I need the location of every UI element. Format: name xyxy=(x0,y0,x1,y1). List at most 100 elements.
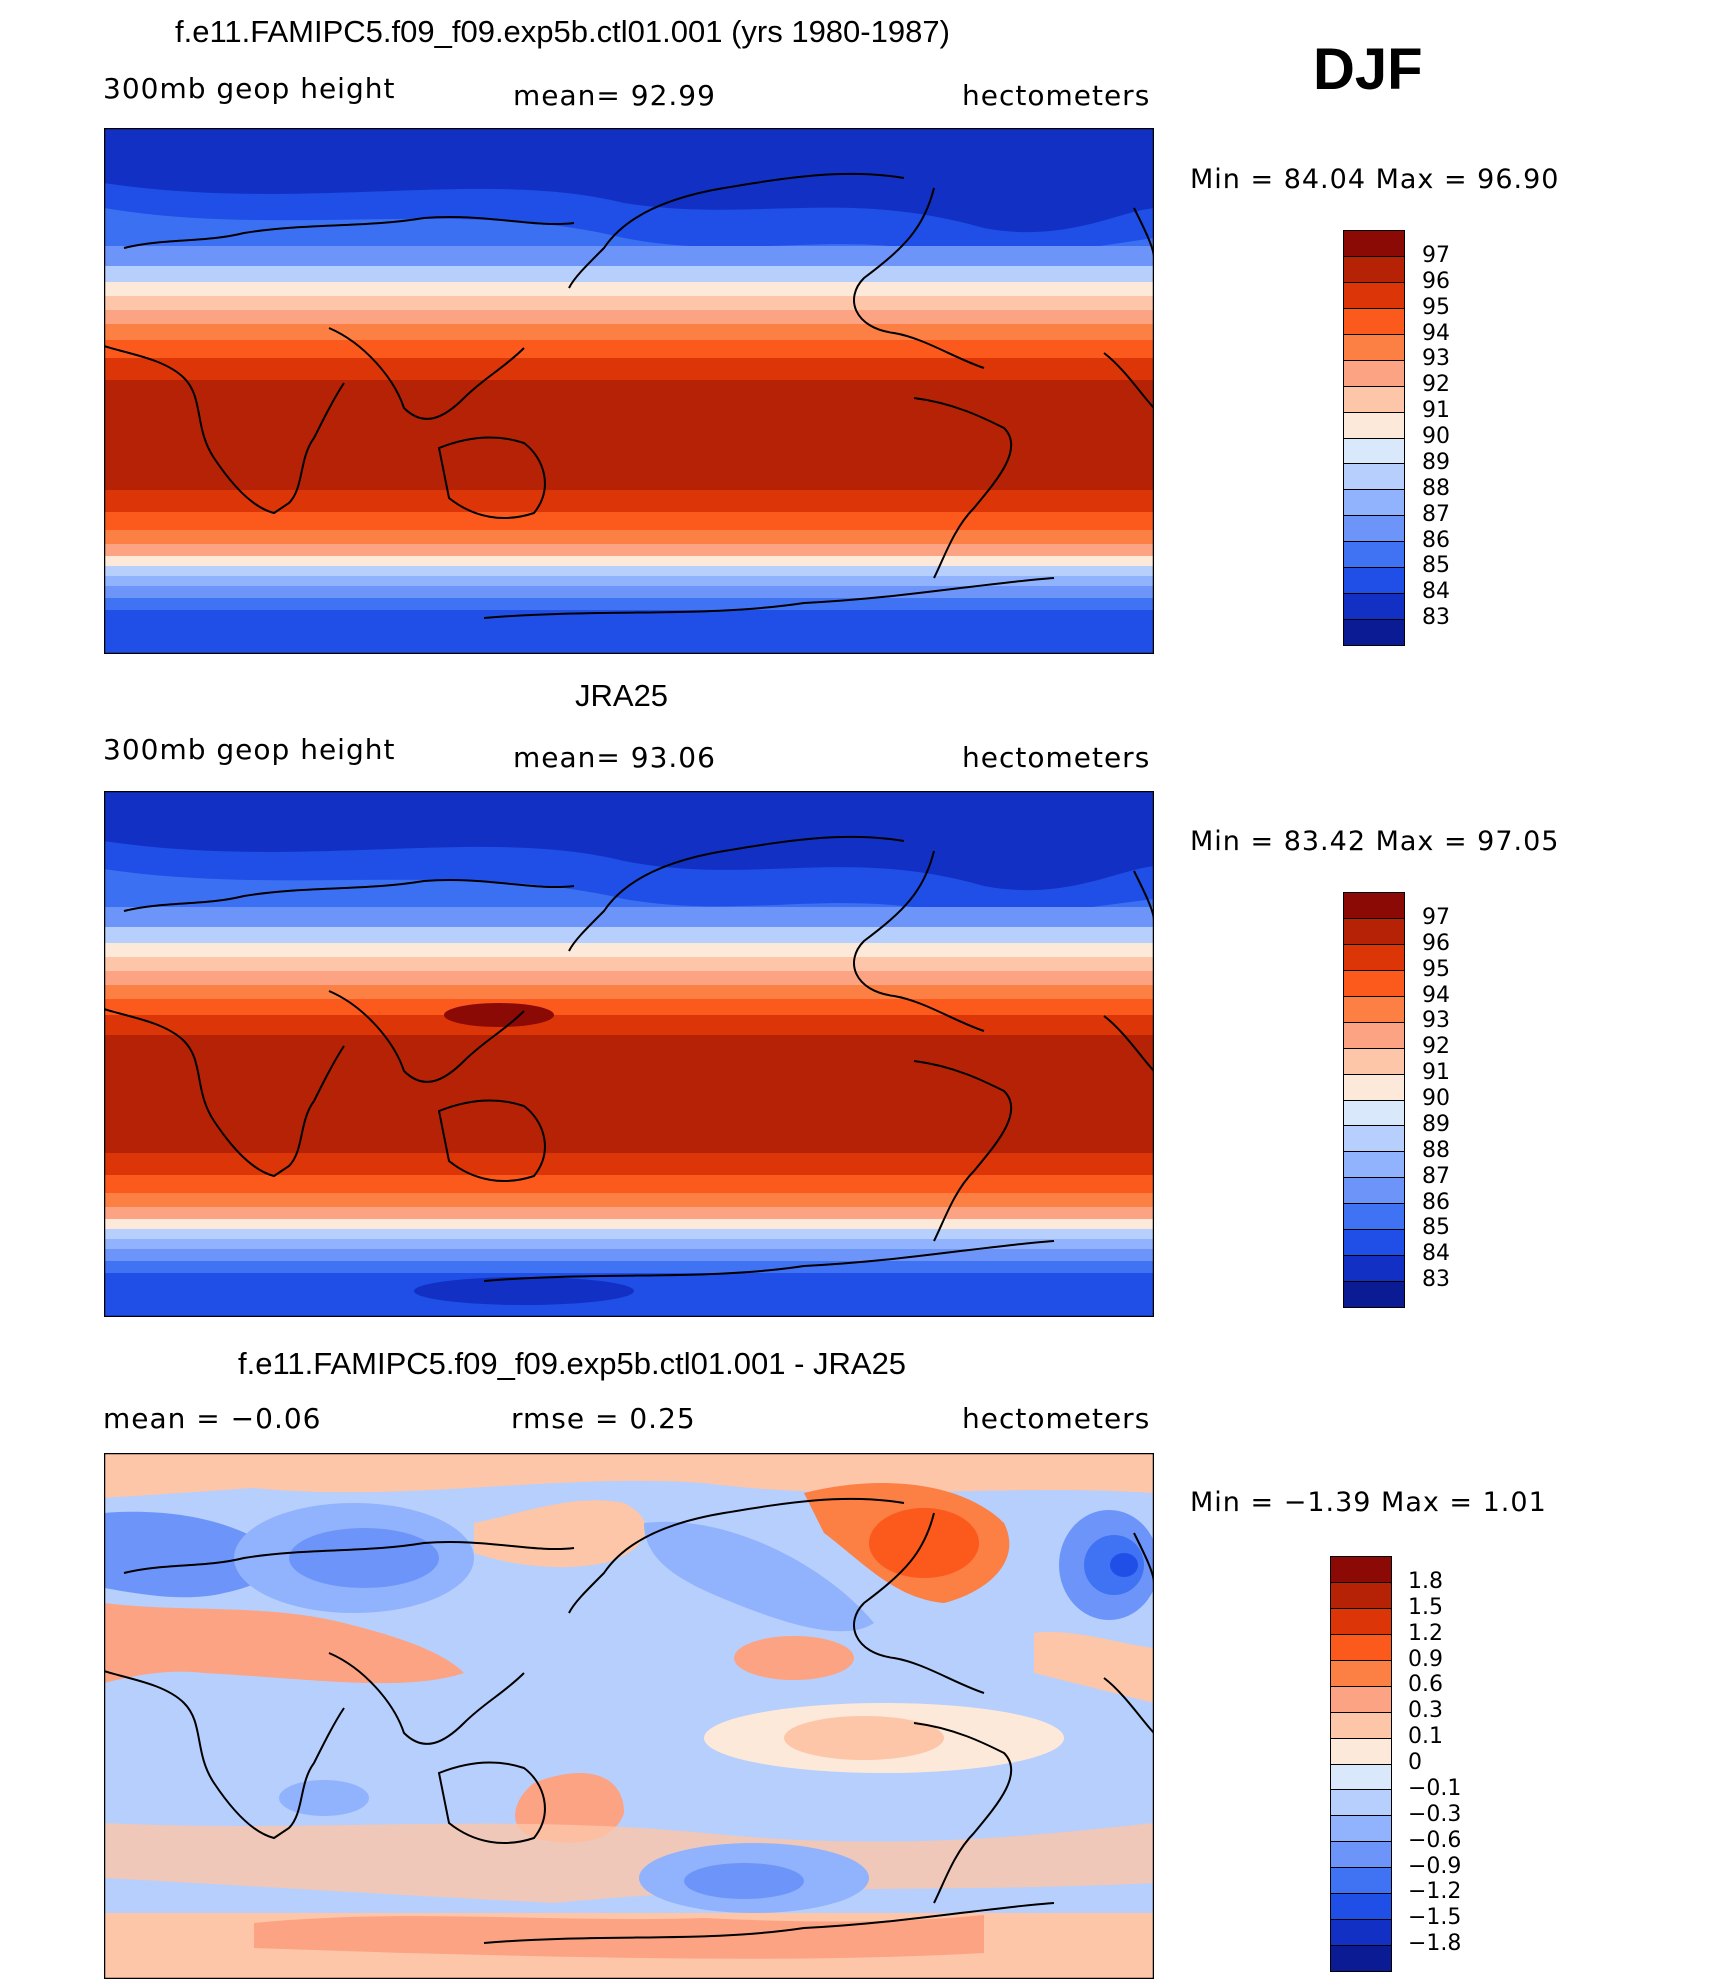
colorbar-label: 90 xyxy=(1422,424,1450,449)
colorbar-segment xyxy=(1344,490,1404,517)
colorbar-label: 92 xyxy=(1422,1034,1450,1060)
colorbar-label: 84 xyxy=(1422,1241,1450,1267)
colorbar-label: 88 xyxy=(1422,1137,1450,1163)
colorbar-label: 87 xyxy=(1422,501,1450,527)
panel1-units-label: hectometers xyxy=(962,79,1151,112)
colorbar-segment xyxy=(1331,1816,1391,1843)
colorbar-segment xyxy=(1344,1048,1404,1075)
colorbar-segment xyxy=(1344,970,1404,997)
colorbar-label: 85 xyxy=(1422,1215,1450,1241)
season-label: DJF xyxy=(1313,37,1423,102)
colorbar-segment xyxy=(1344,282,1404,309)
colorbar-segment xyxy=(1344,231,1404,257)
panel2-mean-label: mean= 93.06 xyxy=(513,741,716,774)
colorbar-label: 97 xyxy=(1422,904,1450,930)
panel2-title: JRA25 xyxy=(575,678,669,713)
panel2-colorbar xyxy=(1343,892,1405,1308)
panel3-title: f.e11.FAMIPC5.f09_f09.exp5b.ctl01.001 - … xyxy=(238,1346,907,1381)
panel3-units-label: hectometers xyxy=(962,1402,1151,1435)
colorbar-label: 0.3 xyxy=(1408,1698,1443,1724)
colorbar-segment xyxy=(1344,1022,1404,1049)
colorbar-segment xyxy=(1344,412,1404,439)
colorbar-label: 0.6 xyxy=(1408,1672,1443,1698)
colorbar-label: 89 xyxy=(1422,1111,1450,1137)
colorbar-segment xyxy=(1344,1126,1404,1153)
colorbar-segment xyxy=(1344,1074,1404,1101)
colorbar-label: −0.9 xyxy=(1408,1853,1462,1879)
colorbar-label: 91 xyxy=(1422,398,1450,424)
colorbar-label: 83 xyxy=(1422,1267,1450,1293)
colorbar-label: 1.8 xyxy=(1408,1568,1443,1594)
colorbar-label: 91 xyxy=(1422,1060,1450,1086)
colorbar-segment xyxy=(1344,944,1404,971)
colorbar-label: −1.2 xyxy=(1408,1879,1462,1905)
colorbar-segment xyxy=(1331,1712,1391,1739)
colorbar-label: 96 xyxy=(1422,268,1450,294)
colorbar-segment xyxy=(1344,620,1404,645)
colorbar-segment xyxy=(1331,1582,1391,1609)
colorbar-label: −1.8 xyxy=(1408,1931,1462,1957)
colorbar-segment xyxy=(1344,1256,1404,1283)
colorbar-segment xyxy=(1344,542,1404,569)
colorbar-label: 97 xyxy=(1422,242,1450,268)
colorbar-label: 0 xyxy=(1408,1750,1422,1775)
colorbar-segment xyxy=(1331,1686,1391,1713)
colorbar-segment xyxy=(1344,1204,1404,1231)
panel2-map xyxy=(104,791,1154,1317)
colorbar-label: 88 xyxy=(1422,475,1450,501)
colorbar-segment xyxy=(1344,386,1404,413)
colorbar-segment xyxy=(1344,918,1404,945)
colorbar-label: 93 xyxy=(1422,346,1450,372)
panel1-colorbar xyxy=(1343,230,1405,646)
colorbar-label: 92 xyxy=(1422,372,1450,398)
panel1-title: f.e11.FAMIPC5.f09_f09.exp5b.ctl01.001 (y… xyxy=(175,14,950,49)
colorbar-segment xyxy=(1344,568,1404,595)
colorbar-segment xyxy=(1344,464,1404,491)
panel3-rmse-label: rmse = 0.25 xyxy=(511,1402,696,1435)
colorbar-segment xyxy=(1344,996,1404,1023)
colorbar-label: 93 xyxy=(1422,1008,1450,1034)
panel3-map xyxy=(104,1453,1154,1979)
colorbar-label: −0.3 xyxy=(1408,1801,1462,1827)
colorbar-segment xyxy=(1344,360,1404,387)
panel3-mean-label: mean = −0.06 xyxy=(103,1402,322,1435)
colorbar-label: 85 xyxy=(1422,553,1450,579)
colorbar-segment xyxy=(1331,1868,1391,1895)
panel2-colorbar-labels: 97 96 95 94 93 92 91 90 89 88 87 86 85 84 83 xyxy=(1422,892,1482,1306)
colorbar-label: 1.5 xyxy=(1408,1594,1443,1620)
colorbar-segment xyxy=(1331,1557,1391,1583)
colorbar-segment xyxy=(1331,1634,1391,1661)
colorbar-segment xyxy=(1344,438,1404,465)
colorbar-label: 83 xyxy=(1422,605,1450,631)
colorbar-label: 90 xyxy=(1422,1086,1450,1111)
colorbar-label: −0.6 xyxy=(1408,1827,1462,1853)
colorbar-label: 0.1 xyxy=(1408,1724,1443,1750)
colorbar-segment xyxy=(1331,1790,1391,1817)
colorbar-label: 95 xyxy=(1422,294,1450,320)
colorbar-segment xyxy=(1331,1842,1391,1869)
panel1-colorbar-labels: 97 96 95 94 93 92 91 90 89 88 87 86 85 84 83 xyxy=(1422,230,1482,644)
colorbar-segment xyxy=(1331,1738,1391,1765)
colorbar-segment xyxy=(1331,1920,1391,1947)
colorbar-label: 1.2 xyxy=(1408,1620,1443,1646)
colorbar-segment xyxy=(1344,893,1404,919)
colorbar-label: 0.9 xyxy=(1408,1646,1443,1672)
colorbar-label: 96 xyxy=(1422,930,1450,956)
panel2-variable-label: 300mb geop height xyxy=(103,733,396,766)
colorbar-segment xyxy=(1344,594,1404,621)
colorbar-label: 84 xyxy=(1422,579,1450,605)
colorbar-segment xyxy=(1331,1946,1391,1971)
colorbar-label: −0.1 xyxy=(1408,1775,1462,1801)
panel2-minmax-label: Min = 83.42 Max = 97.05 xyxy=(1190,826,1560,857)
panel3-minmax-label: Min = −1.39 Max = 1.01 xyxy=(1190,1487,1547,1518)
colorbar-segment xyxy=(1344,256,1404,283)
colorbar-segment xyxy=(1344,1230,1404,1257)
colorbar-label: 95 xyxy=(1422,956,1450,982)
colorbar-segment xyxy=(1344,334,1404,361)
colorbar-label: 94 xyxy=(1422,320,1450,346)
colorbar-segment xyxy=(1331,1894,1391,1921)
colorbar-label: 87 xyxy=(1422,1163,1450,1189)
colorbar-label: 86 xyxy=(1422,1189,1450,1215)
panel1-minmax-label: Min = 84.04 Max = 96.90 xyxy=(1190,164,1560,195)
colorbar-segment xyxy=(1344,308,1404,335)
